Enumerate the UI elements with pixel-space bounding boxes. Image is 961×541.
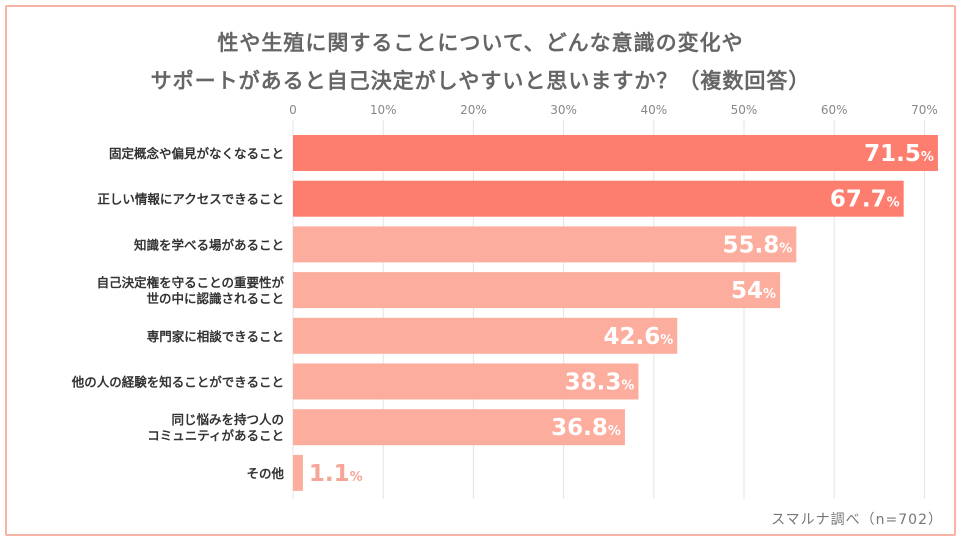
bar-7 bbox=[293, 454, 303, 491]
bar-5 bbox=[293, 363, 639, 400]
value-number-3: 54 bbox=[731, 278, 763, 304]
value-unit-1: % bbox=[887, 196, 900, 211]
value-number-5: 38.3 bbox=[565, 370, 622, 396]
value-unit-2: % bbox=[779, 241, 792, 256]
category-label-7-0: その他 bbox=[246, 466, 284, 481]
bar-0 bbox=[293, 135, 938, 171]
chart-title: 性や生殖に関することについて、どんな意識の変化や サポートがあると自己決定がしや… bbox=[0, 24, 961, 100]
value-unit-7: % bbox=[350, 470, 363, 485]
category-label-1-0: 正しい情報にアクセスできること bbox=[97, 192, 284, 207]
bar-4 bbox=[293, 317, 678, 354]
value-number-6: 36.8 bbox=[551, 415, 608, 441]
value-unit-5: % bbox=[621, 379, 634, 394]
value-number-7: 1.1 bbox=[309, 461, 350, 487]
bar-2 bbox=[293, 226, 797, 263]
value-label-3: 54% bbox=[731, 278, 776, 304]
value-label-2: 55.8% bbox=[723, 232, 793, 258]
category-label-3-1: 世の中に認識されること bbox=[146, 291, 284, 306]
value-number-1: 67.7 bbox=[830, 187, 887, 213]
x-tick-label-0: 0 bbox=[289, 103, 297, 117]
value-label-1: 67.7% bbox=[830, 187, 900, 213]
title-line-1: 性や生殖に関することについて、どんな意識の変化や bbox=[217, 31, 744, 55]
category-label-3-0: 自己決定権を守ることの重要性が bbox=[97, 275, 285, 290]
category-label-6-0: 同じ悩みを持つ人の bbox=[171, 412, 284, 427]
category-label-2-0: 知識を学べる場があること bbox=[133, 237, 284, 252]
x-tick-label-6: 60% bbox=[821, 103, 848, 117]
x-tick-label-7: 70% bbox=[911, 103, 938, 117]
source-note: スマルナ調べ（n=702） bbox=[771, 512, 943, 528]
value-label-7: 1.1% bbox=[309, 461, 363, 487]
x-tick-label-2: 20% bbox=[460, 103, 487, 117]
bar-3 bbox=[293, 272, 781, 309]
chart-frame bbox=[5, 5, 956, 536]
value-unit-6: % bbox=[608, 424, 621, 439]
category-label-6-1: コミュニティがあること bbox=[147, 428, 284, 443]
value-label-6: 36.8% bbox=[551, 415, 621, 441]
title-line-2: サポートがあると自己決定がしやすいと思いますか？（複数回答） bbox=[150, 69, 811, 93]
category-label-5-0: 他の人の経験を知ることができること bbox=[71, 375, 284, 390]
value-label-5: 38.3% bbox=[565, 370, 635, 396]
x-tick-label-5: 50% bbox=[731, 103, 758, 117]
x-tick-label-1: 10% bbox=[370, 103, 397, 117]
value-unit-0: % bbox=[921, 150, 934, 165]
category-label-0-0: 固定概念や偏見がなくなること bbox=[109, 146, 284, 161]
value-label-4: 42.6% bbox=[603, 324, 673, 350]
value-unit-4: % bbox=[660, 333, 673, 348]
x-tick-label-4: 40% bbox=[640, 103, 667, 117]
value-number-0: 71.5 bbox=[864, 141, 921, 167]
value-number-4: 42.6 bbox=[603, 324, 660, 350]
bar-6 bbox=[293, 409, 625, 446]
bar-1 bbox=[293, 180, 904, 217]
value-label-0: 71.5% bbox=[864, 141, 934, 167]
value-number-2: 55.8 bbox=[723, 232, 780, 258]
category-label-4-0: 専門家に相談できること bbox=[147, 329, 284, 344]
value-unit-3: % bbox=[763, 287, 776, 302]
x-tick-label-3: 30% bbox=[550, 103, 577, 117]
